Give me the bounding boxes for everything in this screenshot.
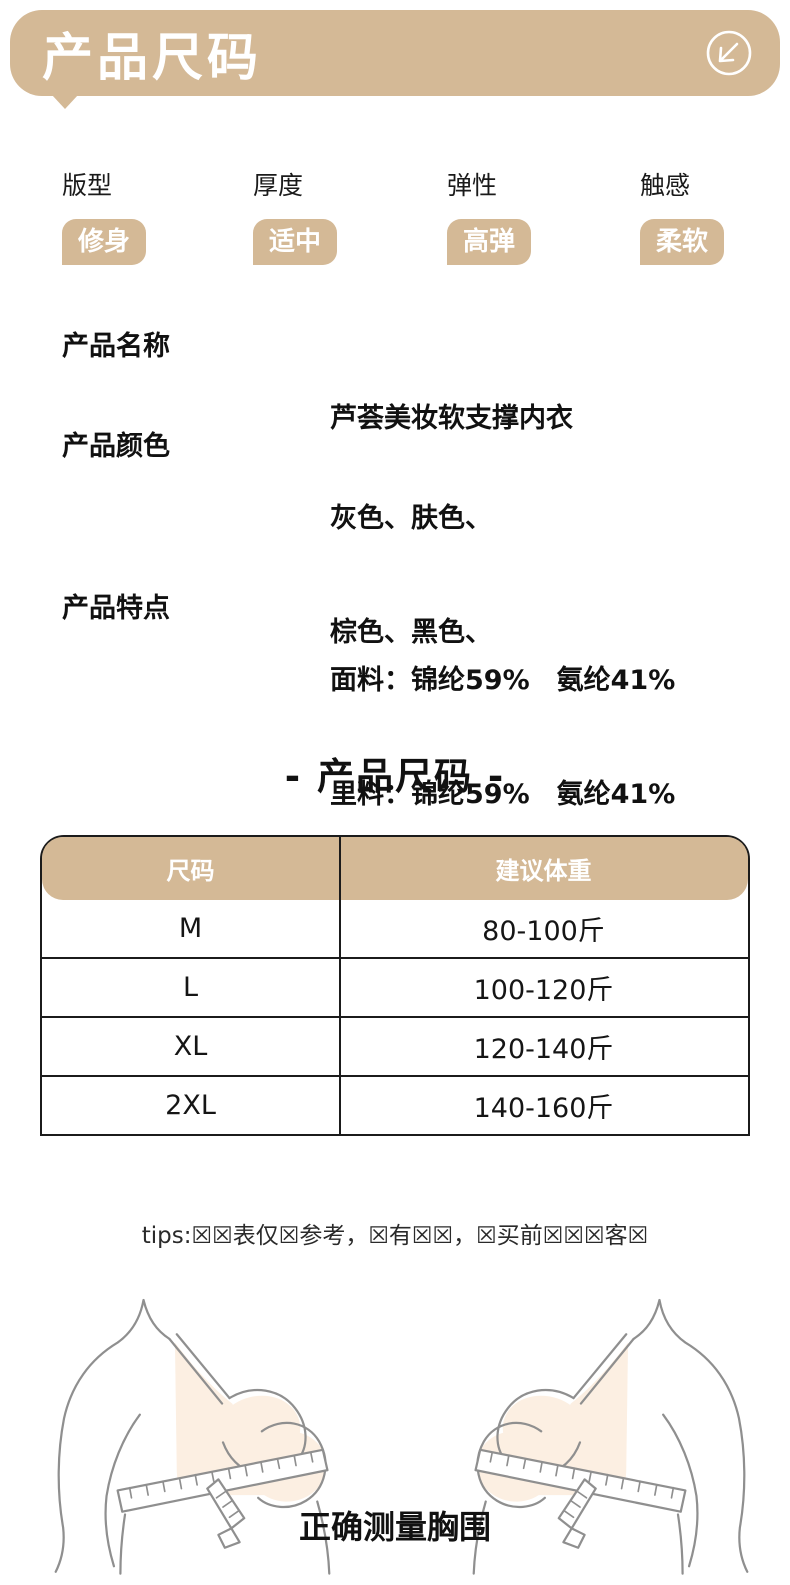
- attribute-touch: 触感 柔软: [640, 166, 725, 265]
- info-value: 面料：锦纶59% 氨纶41% 里料：锦纶59% 氨纶41%: [330, 586, 675, 890]
- size-cell: 2XL: [165, 1090, 216, 1121]
- page-title: 产品尺码: [42, 29, 263, 88]
- attribute-label: 触感: [640, 171, 691, 200]
- info-label: 产品特点: [62, 593, 170, 624]
- page-header: 产品尺码: [10, 10, 780, 96]
- info-value: 芦荟美妆软支撑内衣: [330, 324, 573, 514]
- weight-cell: 120-140斤: [473, 1034, 614, 1065]
- attribute-value-badge: 修身: [62, 219, 147, 265]
- attribute-thickness: 厚度 适中: [253, 166, 338, 265]
- size-table: 尺码 建议体重 M 80-100斤 L 100-120斤 XL 120-140斤…: [40, 835, 750, 1136]
- weight-cell: 100-120斤: [473, 975, 614, 1006]
- info-value-line: 芦荟美妆软支撑内衣: [330, 403, 573, 434]
- circle-arrow-down-left-icon: [706, 30, 752, 76]
- info-value-line: 面料：锦纶59% 氨纶41%: [330, 665, 676, 696]
- weight-cell: 140-160斤: [473, 1093, 614, 1124]
- size-cell: XL: [173, 1031, 208, 1062]
- measuring-tape: [116, 1448, 329, 1549]
- info-value-line: 灰色、肤色、: [330, 503, 492, 534]
- header-tail-decoration: [52, 95, 78, 109]
- attribute-label: 厚度: [253, 171, 304, 200]
- weight-cell: 80-100斤: [482, 916, 605, 947]
- size-cell: M: [178, 913, 203, 944]
- measurement-figure-left: [54, 1298, 331, 1575]
- info-value: 灰色、肤色、 棕色、黑色、: [330, 424, 492, 728]
- measurement-figure-right: [472, 1298, 749, 1575]
- attribute-label: 弹性: [447, 171, 498, 200]
- table-row: 2XL 140-160斤: [42, 1075, 748, 1134]
- info-value-line: 里料：锦纶59% 氨纶41%: [330, 779, 676, 810]
- body-outline: [472, 1298, 749, 1575]
- attribute-fit: 版型 修身: [62, 166, 147, 265]
- bra-skin-fill: [476, 1342, 629, 1502]
- info-label: 产品颜色: [62, 431, 170, 462]
- measure-caption: 正确测量胸围: [298, 1508, 491, 1546]
- column-header-weight: 建议体重: [495, 857, 592, 885]
- measuring-tape: [474, 1448, 687, 1549]
- body-outline: [54, 1298, 331, 1575]
- size-section-heading: - 产品尺码 -: [284, 755, 506, 798]
- attribute-value-badge: 柔软: [640, 219, 725, 265]
- size-cell: L: [182, 972, 199, 1003]
- table-row: XL 120-140斤: [42, 1016, 748, 1075]
- table-row: L 100-120斤: [42, 957, 748, 1016]
- table-row: M 80-100斤: [42, 900, 748, 957]
- attribute-value-badge: 高弹: [447, 219, 532, 265]
- column-header-size: 尺码: [166, 857, 215, 885]
- table-column-divider: [339, 837, 341, 1134]
- size-table-header-row: 尺码 建议体重: [42, 837, 748, 900]
- attribute-elasticity: 弹性 高弹: [447, 166, 532, 265]
- info-label: 产品名称: [62, 331, 170, 362]
- measurement-figures: [0, 1285, 790, 1575]
- attribute-value-badge: 适中: [253, 219, 338, 265]
- size-tips-text: tips:☒☒表仅☒参考，☒有☒☒，☒买前☒☒☒客☒: [141, 1223, 649, 1249]
- info-value-line: 棕色、黑色、: [330, 617, 492, 648]
- attribute-label: 版型: [62, 171, 113, 200]
